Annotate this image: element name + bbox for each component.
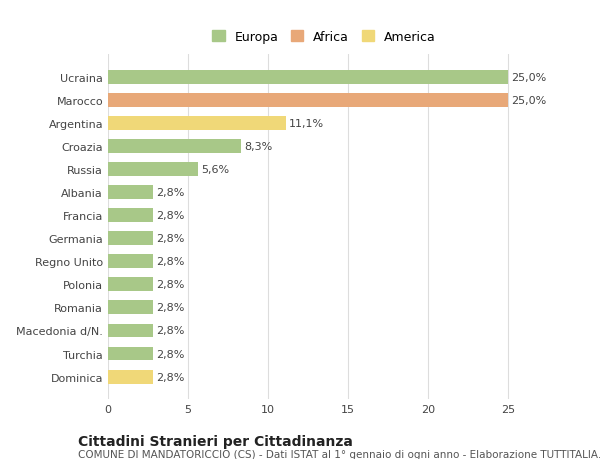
Bar [108,370,153,384]
Text: 2,8%: 2,8% [156,372,184,382]
Text: 2,8%: 2,8% [156,326,184,336]
Text: 2,8%: 2,8% [156,188,184,198]
Legend: Europa, Africa, America: Europa, Africa, America [208,27,440,47]
Bar [108,163,197,177]
Text: 8,3%: 8,3% [244,142,272,151]
Text: 2,8%: 2,8% [156,280,184,290]
Bar [108,186,153,200]
Bar [108,347,153,361]
Text: 2,8%: 2,8% [156,303,184,313]
Bar [108,94,508,107]
Bar [108,324,153,338]
Text: 2,8%: 2,8% [156,257,184,267]
Bar [108,209,153,223]
Text: 2,8%: 2,8% [156,211,184,221]
Text: 2,8%: 2,8% [156,234,184,244]
Text: 11,1%: 11,1% [289,119,324,129]
Bar [108,71,508,84]
Bar [108,232,153,246]
Bar [108,117,286,130]
Bar [108,278,153,291]
Text: 25,0%: 25,0% [511,95,547,106]
Text: Cittadini Stranieri per Cittadinanza: Cittadini Stranieri per Cittadinanza [78,434,353,448]
Text: 2,8%: 2,8% [156,349,184,359]
Text: COMUNE DI MANDATORICCIO (CS) - Dati ISTAT al 1° gennaio di ogni anno - Elaborazi: COMUNE DI MANDATORICCIO (CS) - Dati ISTA… [78,449,600,459]
Bar [108,255,153,269]
Text: 5,6%: 5,6% [201,165,229,175]
Bar [108,301,153,315]
Text: 25,0%: 25,0% [511,73,547,83]
Bar [108,140,241,154]
